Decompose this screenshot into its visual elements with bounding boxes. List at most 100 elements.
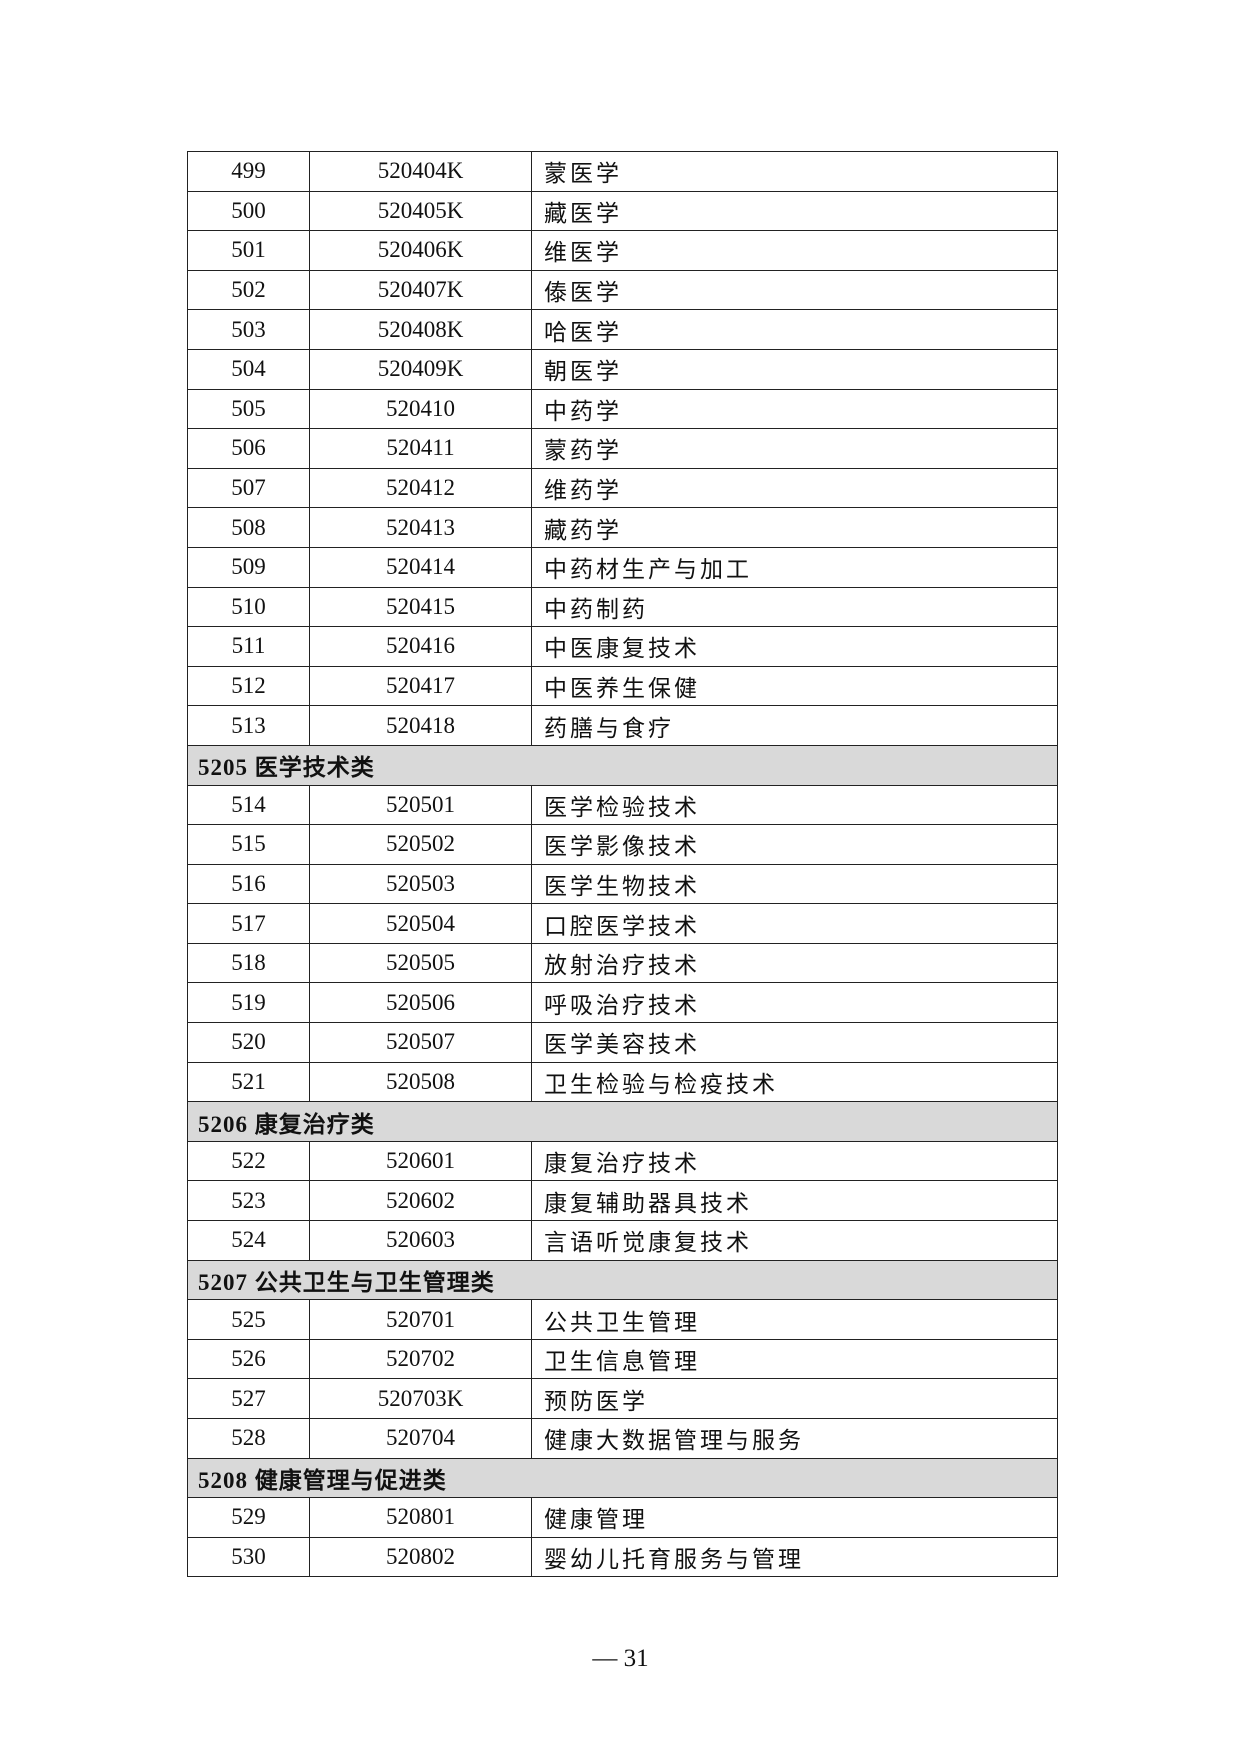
table-row: 499 520404K 蒙医学 [187, 151, 1058, 192]
major-code: 520703K [309, 1378, 532, 1419]
table-row: 526 520702 卫生信息管理 [187, 1338, 1058, 1380]
row-number: 528 [187, 1418, 310, 1459]
major-code: 520414 [309, 546, 532, 588]
major-name: 医学生物技术 [531, 863, 1058, 905]
major-name: 康复治疗技术 [531, 1140, 1058, 1182]
table-row: 511 520416 中医康复技术 [187, 626, 1058, 667]
table-row: 521 520508 卫生检验与检疫技术 [187, 1061, 1058, 1103]
row-number: 530 [187, 1536, 310, 1578]
table-row: 530 520802 婴幼儿托育服务与管理 [187, 1536, 1058, 1578]
major-code: 520508 [309, 1061, 532, 1103]
page-number: — 31 [592, 1645, 649, 1672]
major-name: 中药制药 [531, 586, 1058, 628]
table-row: 506 520411 蒙药学 [187, 428, 1058, 469]
row-number: 512 [187, 665, 310, 707]
row-number: 527 [187, 1378, 310, 1419]
major-name: 公共卫生管理 [531, 1299, 1058, 1340]
table-row: 501 520406K 维医学 [187, 230, 1058, 271]
category-title: 5205 医学技术类 [187, 744, 1058, 786]
row-number: 518 [187, 942, 310, 984]
major-code: 520501 [309, 784, 532, 826]
major-name: 维医学 [531, 230, 1058, 271]
table-row: 512 520417 中医养生保健 [187, 665, 1058, 707]
row-number: 526 [187, 1338, 310, 1380]
table-row: 529 520801 健康管理 [187, 1497, 1058, 1538]
row-number: 522 [187, 1140, 310, 1182]
major-name: 中药材生产与加工 [531, 546, 1058, 588]
major-name: 言语听觉康复技术 [531, 1220, 1058, 1261]
major-code: 520507 [309, 1022, 532, 1063]
table-row: 502 520407K 傣医学 [187, 269, 1058, 311]
major-name: 呼吸治疗技术 [531, 982, 1058, 1024]
category-title: 5206 康复治疗类 [187, 1101, 1058, 1142]
major-name: 蒙医学 [531, 151, 1058, 192]
row-number: 516 [187, 863, 310, 905]
major-name: 哈医学 [531, 309, 1058, 350]
row-number: 508 [187, 507, 310, 548]
table-row: 508 520413 藏药学 [187, 507, 1058, 548]
row-number: 499 [187, 151, 310, 192]
table-row: 518 520505 放射治疗技术 [187, 942, 1058, 984]
row-number: 524 [187, 1220, 310, 1261]
row-number: 510 [187, 586, 310, 628]
table-row: 509 520414 中药材生产与加工 [187, 546, 1058, 588]
table-row: 510 520415 中药制药 [187, 586, 1058, 628]
table-row: 504 520409K 朝医学 [187, 348, 1058, 390]
major-code: 520802 [309, 1536, 532, 1578]
table-row: 523 520602 康复辅助器具技术 [187, 1180, 1058, 1222]
major-code: 520418 [309, 705, 532, 746]
category-header-row: 5208 健康管理与促进类 [187, 1457, 1058, 1499]
major-name: 放射治疗技术 [531, 942, 1058, 984]
row-number: 525 [187, 1299, 310, 1340]
row-number: 509 [187, 546, 310, 588]
row-number: 503 [187, 309, 310, 350]
table-row: 516 520503 医学生物技术 [187, 863, 1058, 905]
major-code: 520504 [309, 903, 532, 944]
major-code: 520701 [309, 1299, 532, 1340]
major-name: 康复辅助器具技术 [531, 1180, 1058, 1222]
row-number: 521 [187, 1061, 310, 1103]
category-header-row: 5205 医学技术类 [187, 744, 1058, 786]
major-code: 520406K [309, 230, 532, 271]
table-row: 527 520703K 预防医学 [187, 1378, 1058, 1419]
table-row: 503 520408K 哈医学 [187, 309, 1058, 350]
major-name: 健康管理 [531, 1497, 1058, 1538]
major-name: 藏药学 [531, 507, 1058, 548]
major-name: 朝医学 [531, 348, 1058, 390]
row-number: 511 [187, 626, 310, 667]
category-title: 5208 健康管理与促进类 [187, 1457, 1058, 1499]
major-code: 520410 [309, 388, 532, 430]
row-number: 501 [187, 230, 310, 271]
table-row: 520 520507 医学美容技术 [187, 1022, 1058, 1063]
table-row: 515 520502 医学影像技术 [187, 824, 1058, 865]
major-code: 520603 [309, 1220, 532, 1261]
major-name: 医学美容技术 [531, 1022, 1058, 1063]
major-code: 520702 [309, 1338, 532, 1380]
major-name: 医学检验技术 [531, 784, 1058, 826]
table-row: 505 520410 中药学 [187, 388, 1058, 430]
major-code: 520413 [309, 507, 532, 548]
category-header-row: 5207 公共卫生与卫生管理类 [187, 1259, 1058, 1301]
row-number: 507 [187, 467, 310, 509]
major-name: 卫生检验与检疫技术 [531, 1061, 1058, 1103]
major-code: 520411 [309, 428, 532, 469]
row-number: 519 [187, 982, 310, 1024]
major-name: 中医康复技术 [531, 626, 1058, 667]
major-name: 蒙药学 [531, 428, 1058, 469]
table-row: 500 520405K 藏医学 [187, 190, 1058, 232]
major-code: 520601 [309, 1140, 532, 1182]
row-number: 500 [187, 190, 310, 232]
table-row: 524 520603 言语听觉康复技术 [187, 1220, 1058, 1261]
major-name: 预防医学 [531, 1378, 1058, 1419]
major-code: 520412 [309, 467, 532, 509]
row-number: 505 [187, 388, 310, 430]
row-number: 523 [187, 1180, 310, 1222]
major-name: 药膳与食疗 [531, 705, 1058, 746]
major-name: 中药学 [531, 388, 1058, 430]
table-row: 519 520506 呼吸治疗技术 [187, 982, 1058, 1024]
major-name: 健康大数据管理与服务 [531, 1418, 1058, 1459]
major-name: 维药学 [531, 467, 1058, 509]
major-name: 中医养生保健 [531, 665, 1058, 707]
table-row: 517 520504 口腔医学技术 [187, 903, 1058, 944]
table-row: 513 520418 药膳与食疗 [187, 705, 1058, 746]
